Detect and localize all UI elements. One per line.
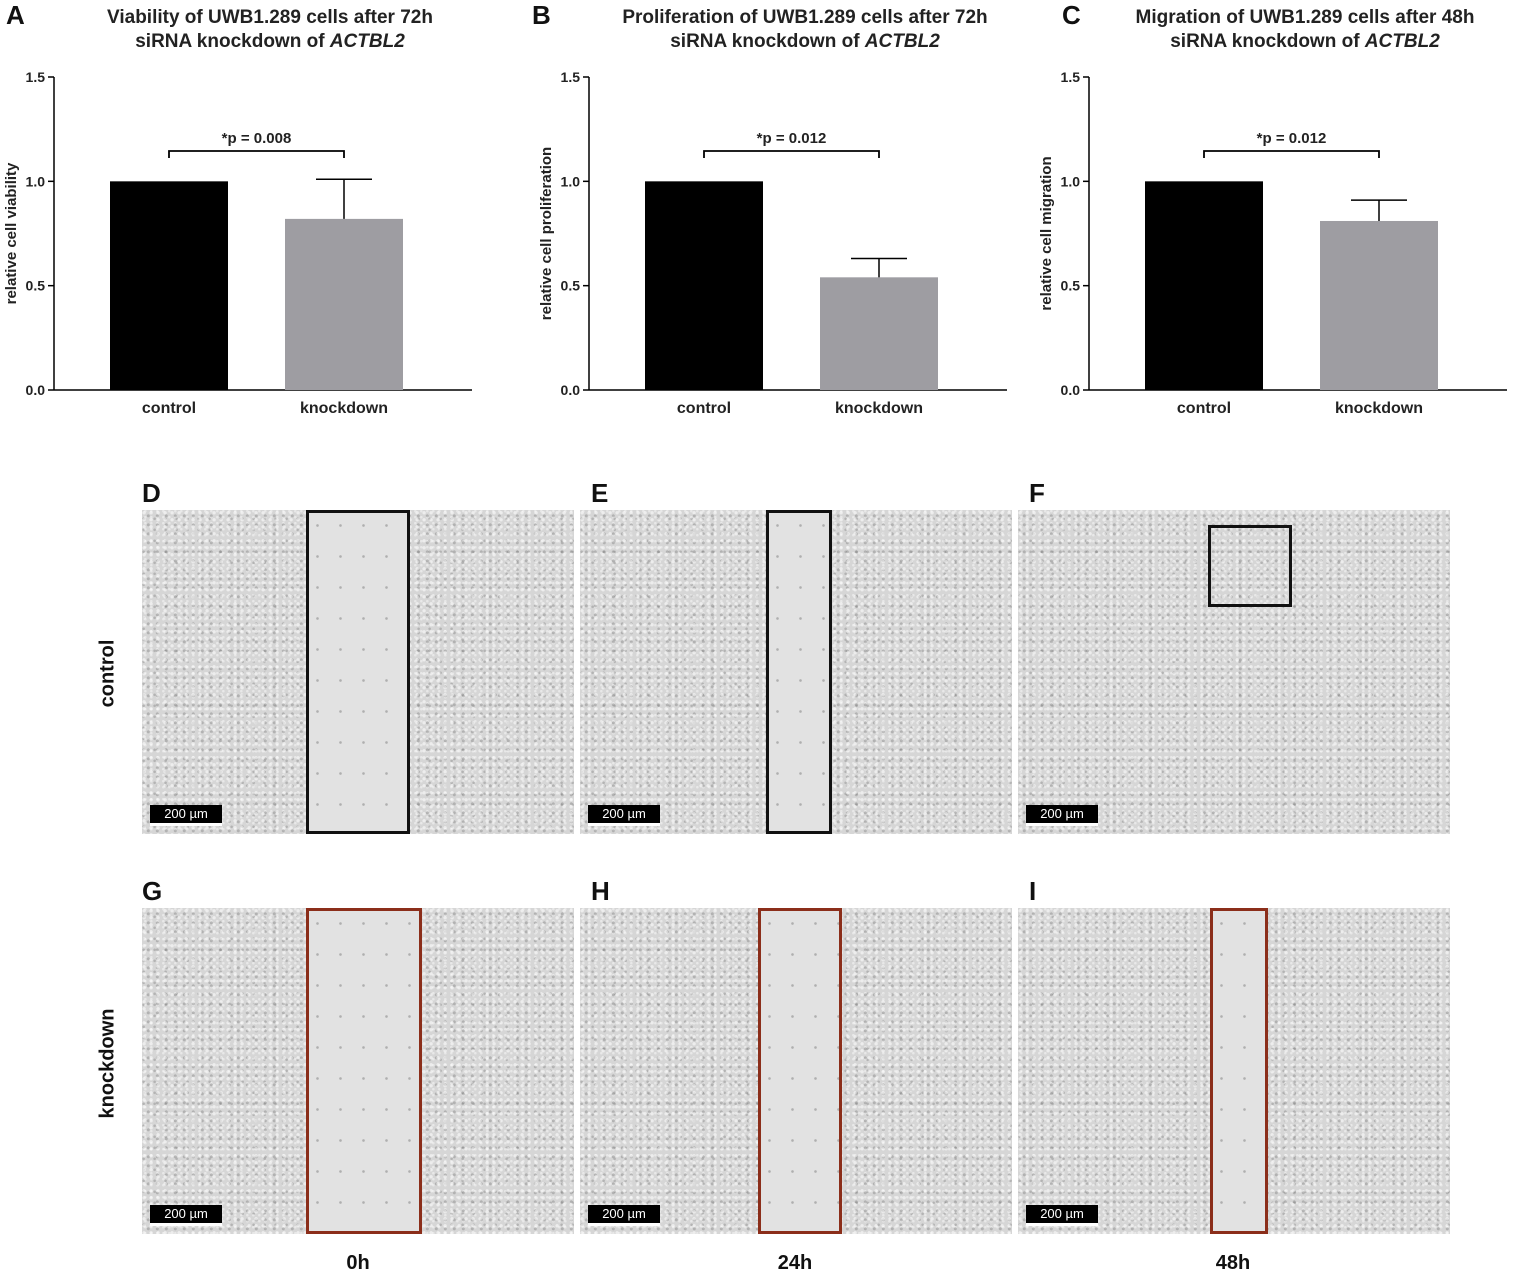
roi-box <box>306 908 422 1234</box>
wound-area <box>1210 908 1268 1234</box>
chart-plot-area: relative cell viability 0.0 0.5 1.0 1.5 contr… <box>3 69 472 417</box>
chart-plot-area: relative cell proliferation 0.0 0.5 1.0 1.5 c… <box>538 69 1007 417</box>
scale-bar: 200 µm <box>150 1205 222 1226</box>
chart-title-gene: ACTBL2 <box>1364 31 1440 52</box>
significance-bracket <box>703 150 880 158</box>
panel-letter-f: F <box>1029 478 1045 508</box>
panel-letter-b: B <box>532 0 551 30</box>
y-tick-label: 0.5 <box>26 278 46 294</box>
wound-area <box>766 510 832 834</box>
chart-title-line1: Migration of UWB1.289 cells after 48h <box>1135 7 1475 28</box>
roi-box <box>1210 908 1268 1234</box>
chart-proliferation: Proliferation of UWB1.289 cells after 72… <box>535 0 1035 440</box>
chart-title-prefix: siRNA knockdown of <box>135 31 330 52</box>
chart-title-line1: Proliferation of UWB1.289 cells after 72… <box>622 7 988 28</box>
bar-control <box>1145 181 1263 390</box>
panel-letter-i: I <box>1029 876 1037 906</box>
micrograph-control-24h: 200 µm <box>580 510 1012 834</box>
x-tick-label: control <box>677 400 731 417</box>
panel-letter-c: C <box>1062 0 1081 30</box>
x-tick-label: knockdown <box>1335 400 1423 417</box>
scale-bar: 200 µm <box>588 1205 660 1226</box>
wound-area <box>758 908 842 1234</box>
x-tick-label: control <box>1177 400 1231 417</box>
row-label-control: control <box>96 639 119 708</box>
time-label-24h: 24h <box>777 1252 813 1274</box>
panel-letter-h: H <box>591 876 610 906</box>
micrograph-knockdown-24h: 200 µm <box>580 908 1012 1234</box>
roi-box <box>306 510 410 834</box>
panel-letter-a: A <box>6 0 25 30</box>
chart-title-line2: siRNA knockdown of ACTBL2 <box>575 30 1035 54</box>
y-tick-label: 0.5 <box>1061 278 1081 294</box>
time-label-48h: 48h <box>1215 1252 1251 1274</box>
micrograph-knockdown-48h: 200 µm <box>1018 908 1450 1234</box>
scale-bar: 200 µm <box>150 805 222 826</box>
micrograph-knockdown-0h: 200 µm <box>142 908 574 1234</box>
bar-control <box>645 181 763 390</box>
p-value-annotation: *p = 0.008 <box>222 130 292 147</box>
chart-title-prefix: siRNA knockdown of <box>1170 31 1365 52</box>
y-tick-label: 1.0 <box>1061 173 1081 189</box>
y-tick-label: 1.0 <box>26 173 46 189</box>
chart-title: Viability of UWB1.289 cells after 72h si… <box>40 6 500 54</box>
chart-title-prefix: siRNA knockdown of <box>670 31 865 52</box>
y-tick-label: 0.5 <box>561 278 581 294</box>
chart-title: Migration of UWB1.289 cells after 48h si… <box>1075 6 1535 54</box>
chart-viability: Viability of UWB1.289 cells after 72h si… <box>0 0 500 440</box>
bar-knockdown <box>1320 220 1438 390</box>
panel-letter-e: E <box>591 478 609 508</box>
roi-box <box>758 908 842 1234</box>
bar-knockdown <box>820 277 938 390</box>
chart-plot-area: relative cell migration 0.0 0.5 1.0 1.5 contr… <box>1038 69 1507 417</box>
chart-title-gene: ACTBL2 <box>864 31 940 52</box>
wound-area <box>306 510 410 834</box>
scale-bar: 200 µm <box>1026 805 1098 826</box>
y-tick-label: 0.0 <box>26 382 46 398</box>
y-axis-label: relative cell proliferation <box>538 147 555 320</box>
p-value-annotation: *p = 0.012 <box>1257 130 1327 147</box>
chart-title-line1: Viability of UWB1.289 cells after 72h <box>107 7 433 28</box>
panel-letter-g: G <box>142 876 163 906</box>
scale-bar: 200 µm <box>1026 1205 1098 1226</box>
y-tick-label: 0.0 <box>1061 382 1081 398</box>
micrograph-control-0h: 200 µm <box>142 510 574 834</box>
micrograph-control-48h: 200 µm <box>1018 510 1450 834</box>
x-tick-label: control <box>142 400 196 417</box>
y-tick-label: 1.5 <box>1061 69 1081 85</box>
wound-area <box>306 908 422 1234</box>
y-tick-label: 0.0 <box>561 382 581 398</box>
significance-bracket <box>168 150 345 158</box>
x-tick-label: knockdown <box>300 400 388 417</box>
chart-title: Proliferation of UWB1.289 cells after 72… <box>575 6 1035 54</box>
roi-box <box>1208 525 1292 607</box>
chart-title-gene: ACTBL2 <box>329 31 405 52</box>
p-value-annotation: *p = 0.012 <box>757 130 827 147</box>
chart-migration: Migration of UWB1.289 cells after 48h si… <box>1035 0 1535 440</box>
significance-bracket <box>1203 150 1380 158</box>
roi-box <box>766 510 832 834</box>
y-axis-label: relative cell migration <box>1038 156 1055 310</box>
y-tick-label: 1.0 <box>561 173 581 189</box>
time-label-0h: 0h <box>346 1252 370 1274</box>
x-tick-label: knockdown <box>835 400 923 417</box>
bar-control <box>110 181 228 390</box>
bar-knockdown <box>285 218 403 390</box>
panel-letter-d: D <box>142 478 161 508</box>
y-tick-label: 1.5 <box>561 69 581 85</box>
chart-title-line2: siRNA knockdown of ACTBL2 <box>1075 30 1535 54</box>
scale-bar: 200 µm <box>588 805 660 826</box>
y-tick-label: 1.5 <box>26 69 46 85</box>
chart-title-line2: siRNA knockdown of ACTBL2 <box>40 30 500 54</box>
row-label-knockdown: knockdown <box>96 1008 119 1119</box>
y-axis-label: relative cell viability <box>3 162 20 304</box>
